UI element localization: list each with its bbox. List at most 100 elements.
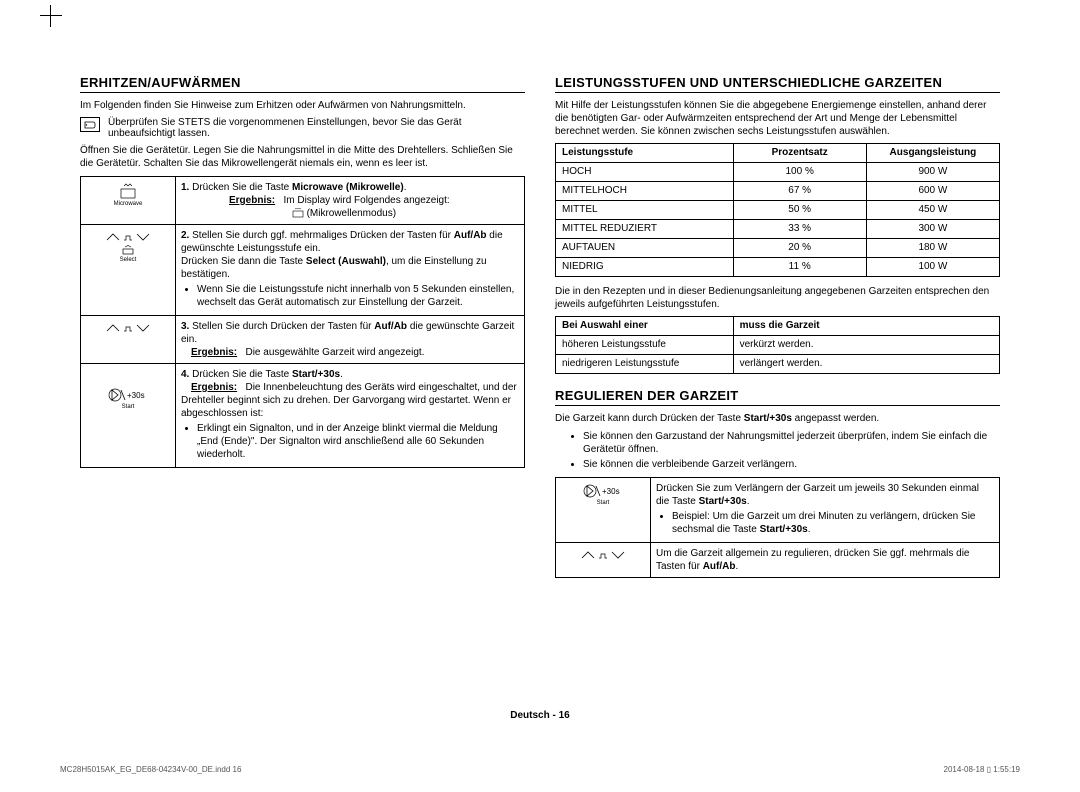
step-4-text: 4. Drücken Sie die Taste Start/+30s. Erg… [176, 364, 525, 468]
reg-b: Start/+30s [744, 413, 792, 424]
icon-cell-updown2 [81, 316, 176, 364]
cell: MITTELHOCH [556, 182, 734, 201]
s4-bullet: Erklingt ein Signalton, und in der Anzei… [197, 422, 519, 461]
sel-header: Bei Auswahl einer muss die Garzeit [556, 317, 1000, 336]
table-row: höheren Leistungsstufeverkürzt werden. [556, 336, 1000, 355]
cell: 450 W [866, 201, 999, 220]
t2b: Auf/Ab [703, 561, 736, 572]
step1-line: Drücken Sie die Taste [192, 182, 292, 193]
adj-row-2: Um die Garzeit allgemein zu regulieren, … [556, 543, 1000, 578]
step-num-2: 2. [181, 230, 189, 241]
th-garzeit: muss die Garzeit [733, 317, 999, 336]
warning-text: Überprüfen Sie STETS die vorgenommenen E… [108, 117, 525, 139]
step-row-1: Microwave 1. Drücken Sie die Taste Micro… [81, 177, 525, 225]
cell: 180 W [866, 239, 999, 258]
microwave-icon [118, 183, 138, 199]
start-label-2: Start [583, 500, 623, 508]
right-column: LEISTUNGSSTUFEN UND UNTERSCHIEDLICHE GAR… [555, 75, 1000, 578]
step1-res2: (Mikrowellenmodus) [307, 208, 396, 219]
select-icon [121, 245, 135, 255]
step1-res: Im Display wird Folgendes angezeigt: [283, 195, 449, 206]
cell: niedrigeren Leistungsstufe [556, 355, 734, 374]
s2a: Stellen Sie durch ggf. mehrmaliges Drück… [192, 230, 454, 241]
crop-mark [40, 5, 62, 27]
cell: NIEDRIG [556, 258, 734, 277]
heading-leistung: LEISTUNGSSTUFEN UND UNTERSCHIEDLICHE GAR… [555, 75, 1000, 93]
footer-file: MC28H5015AK_EG_DE68-04234V-00_DE.indd 16 [60, 765, 241, 774]
step-2-text: 2. Stellen Sie durch ggf. mehrmaliges Dr… [176, 225, 525, 316]
icon-cell-start: +30s Start [81, 364, 176, 468]
left-column: ERHITZEN/AUFWÄRMEN Im Folgenden finden S… [80, 75, 525, 468]
t1bul-a: Beispiel: Um die Garzeit um drei Minuten… [672, 511, 975, 535]
step-num-1: 1. [181, 182, 189, 193]
icon-cell-start2: +30s Start [556, 478, 651, 543]
svg-text:+30s: +30s [127, 391, 145, 400]
cell: MITTEL REDUZIERT [556, 220, 734, 239]
s3b: Auf/Ab [374, 321, 407, 332]
s4-res-l: Ergebnis: [191, 382, 237, 393]
intro-text: Im Folgenden finden Sie Hinweise zum Erh… [80, 99, 525, 112]
power-header-row: Leistungsstufe Prozentsatz Ausgangsleist… [556, 144, 1000, 163]
t1b: Start/+30s [699, 496, 747, 507]
t1-bullet: Beispiel: Um die Garzeit um drei Minuten… [672, 510, 994, 536]
table-row: MITTEL REDUZIERT33 %300 W [556, 220, 1000, 239]
icon-cell-updown3 [556, 543, 651, 578]
s3-res: Die ausgewählte Garzeit wird angezeigt. [245, 347, 424, 358]
step1-res-label: Ergebnis: [229, 195, 275, 206]
s3a: Stellen Sie durch Drücken der Tasten für [192, 321, 374, 332]
s2-bullet: Wenn Sie die Leistungsstufe nicht innerh… [197, 283, 519, 309]
warning-icon [80, 117, 100, 132]
select-label: Select [104, 257, 152, 265]
cell: 600 W [866, 182, 999, 201]
para-open-door: Öffnen Sie die Gerätetür. Legen Sie die … [80, 144, 525, 170]
s2e: Select (Auswahl) [306, 256, 386, 267]
t1bul-b: Start/+30s [760, 524, 808, 535]
step-num-3: 3. [181, 321, 189, 332]
cell: 300 W [866, 220, 999, 239]
s4a: Drücken Sie die Taste [192, 369, 292, 380]
mode-icon [292, 208, 304, 218]
cell: höheren Leistungsstufe [556, 336, 734, 355]
cell: 11 % [733, 258, 866, 277]
power-table: Leistungsstufe Prozentsatz Ausgangsleist… [555, 143, 1000, 277]
step-row-4: +30s Start 4. Drücken Sie die Taste Star… [81, 364, 525, 468]
table-row: MITTELHOCH67 %600 W [556, 182, 1000, 201]
start-icon-2: +30s [583, 484, 623, 498]
step-1-text: 1. Drücken Sie die Taste Microwave (Mikr… [176, 177, 525, 225]
step-3-text: 3. Stellen Sie durch Drücken der Tasten … [176, 316, 525, 364]
adj-text-1: Drücken Sie zum Verlängern der Garzeit u… [651, 478, 1000, 543]
step-num-4: 4. [181, 369, 189, 380]
reg-c: angepasst werden. [792, 413, 879, 424]
th-prozent: Prozentsatz [733, 144, 866, 163]
icon-cell-microwave: Microwave [81, 177, 176, 225]
cell: 20 % [733, 239, 866, 258]
cell: verlängert werden. [733, 355, 999, 374]
cell: HOCH [556, 163, 734, 182]
cell: AUFTAUEN [556, 239, 734, 258]
footer-date: 2014-08-18 ▯ 1:55:19 [944, 765, 1020, 774]
table-row: MITTEL50 %450 W [556, 201, 1000, 220]
steps-table: Microwave 1. Drücken Sie die Taste Micro… [80, 176, 525, 468]
microwave-label: Microwave [114, 201, 143, 209]
th-stufe: Leistungsstufe [556, 144, 734, 163]
cell: 50 % [733, 201, 866, 220]
cell: 33 % [733, 220, 866, 239]
intro-leistung: Mit Hilfe der Leistungsstufen können Sie… [555, 99, 1000, 138]
s4b: Start/+30s [292, 369, 340, 380]
th-leistung: Ausgangsleistung [866, 144, 999, 163]
svg-text:+30s: +30s [602, 487, 620, 496]
th-auswahl: Bei Auswahl einer [556, 317, 734, 336]
step-row-2: Select 2. Stellen Sie durch ggf. mehrmal… [81, 225, 525, 316]
start-icon: +30s [108, 388, 148, 402]
reg-bul1: Sie können den Garzustand der Nahrungsmi… [583, 430, 1000, 456]
selection-table: Bei Auswahl einer muss die Garzeit höher… [555, 316, 1000, 374]
heading-regulieren: REGULIEREN DER GARZEIT [555, 388, 1000, 406]
s2b: Auf/Ab [454, 230, 487, 241]
step-row-3: 3. Stellen Sie durch Drücken der Tasten … [81, 316, 525, 364]
updown-icon-3 [579, 549, 627, 561]
cell: 100 % [733, 163, 866, 182]
s3-res-l: Ergebnis: [191, 347, 237, 358]
s2d: Drücken Sie dann die Taste [181, 256, 306, 267]
reg-bul2: Sie können die verbleibende Garzeit verl… [583, 458, 1000, 471]
footer-page: Deutsch - 16 [0, 710, 1080, 721]
